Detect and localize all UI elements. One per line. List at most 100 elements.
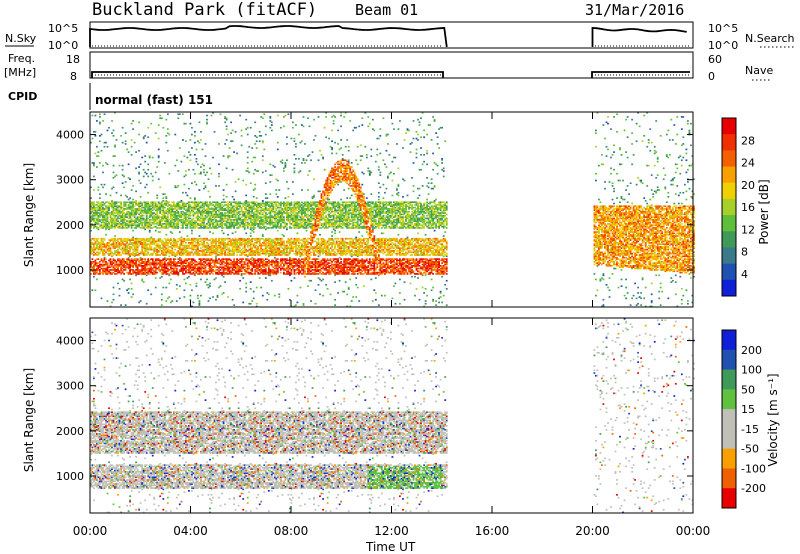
data-cell [265, 193, 267, 195]
data-cell [221, 230, 223, 232]
data-cell [119, 238, 121, 240]
data-cell [144, 135, 146, 137]
data-cell [190, 295, 192, 297]
data-cell [203, 165, 205, 167]
data-cell [185, 140, 187, 142]
data-cell [274, 295, 276, 297]
data-cell [171, 300, 173, 302]
data-cell [259, 140, 261, 142]
data-cell [241, 258, 243, 260]
data-cell [184, 289, 186, 291]
data-cell [159, 227, 161, 229]
data-cell [184, 155, 186, 157]
data-cell [215, 238, 217, 240]
data-cell [105, 258, 107, 260]
data-cell [132, 120, 134, 122]
data-cell [135, 151, 137, 153]
data-cell [135, 168, 137, 170]
data-cell [278, 294, 280, 296]
data-cell [253, 196, 255, 198]
data-cell [233, 151, 235, 153]
data-cell [171, 233, 173, 235]
data-cell [99, 252, 101, 254]
data-cell [99, 269, 101, 271]
data-cell [181, 161, 183, 163]
data-cell [220, 266, 222, 268]
data-cell [104, 184, 106, 186]
data-cell [119, 222, 121, 224]
data-cell [232, 169, 234, 171]
radar-plot: Buckland Park (fitACF) Beam 01 31/Mar/20… [0, 0, 800, 554]
data-cell [277, 180, 279, 182]
data-cell [122, 169, 124, 171]
data-cell [177, 170, 179, 172]
data-cell [262, 200, 264, 202]
data-cell [123, 280, 125, 282]
data-cell [206, 172, 208, 174]
data-cell [99, 242, 101, 244]
data-cell [140, 257, 142, 259]
data-cell [119, 210, 121, 212]
nsky-tick-bottom: 10^0 [48, 39, 78, 52]
data-cell [131, 154, 133, 156]
data-cell [170, 258, 172, 260]
data-cell [131, 218, 133, 220]
data-cell [132, 230, 134, 232]
data-cell [194, 197, 196, 199]
data-cell [140, 269, 142, 271]
data-cell [104, 113, 106, 115]
data-cell [260, 135, 262, 137]
data-cell [132, 128, 134, 130]
data-cell [156, 166, 158, 168]
freq-tick-top: 18 [66, 53, 80, 66]
data-cell [150, 173, 152, 175]
power-heatmap [90, 112, 695, 307]
data-cell [165, 135, 167, 137]
data-cell [114, 235, 116, 237]
data-cell [104, 146, 106, 148]
data-cell [205, 143, 207, 145]
data-cell [120, 195, 122, 197]
data-cell [200, 139, 202, 141]
data-cell [165, 196, 167, 198]
data-cell [179, 252, 181, 254]
data-cell [135, 200, 137, 202]
data-cell [241, 216, 243, 218]
data-cell [113, 294, 115, 296]
data-cell [199, 235, 201, 237]
data-cell [262, 140, 264, 142]
data-cell [147, 289, 149, 291]
data-cell [99, 122, 101, 124]
data-cell [260, 238, 262, 240]
data-cell [262, 155, 264, 157]
data-cell [263, 113, 265, 115]
data-cell [185, 123, 187, 125]
data-cell [170, 279, 172, 281]
data-cell [131, 189, 133, 191]
data-cell [187, 235, 189, 237]
data-cell [223, 227, 225, 229]
data-cell [131, 288, 133, 290]
data-cell [152, 176, 154, 178]
data-cell [200, 205, 202, 207]
data-cell [164, 162, 166, 164]
data-cell [177, 211, 179, 213]
freq-label: Freq. [8, 52, 35, 65]
data-cell [218, 185, 220, 187]
data-cell [211, 173, 213, 175]
data-cell [260, 203, 262, 205]
data-cell [92, 138, 94, 140]
data-cell [120, 135, 122, 137]
data-cell [96, 279, 98, 281]
data-cell [179, 262, 181, 264]
data-cell [247, 162, 249, 164]
data-cell [188, 276, 190, 278]
data-cell [260, 210, 262, 212]
data-cell [95, 131, 97, 133]
data-cell [99, 113, 101, 115]
data-cell [194, 173, 196, 175]
data-cell [153, 238, 155, 240]
data-cell [177, 117, 179, 119]
data-cell [205, 174, 207, 176]
data-cell [102, 187, 104, 189]
